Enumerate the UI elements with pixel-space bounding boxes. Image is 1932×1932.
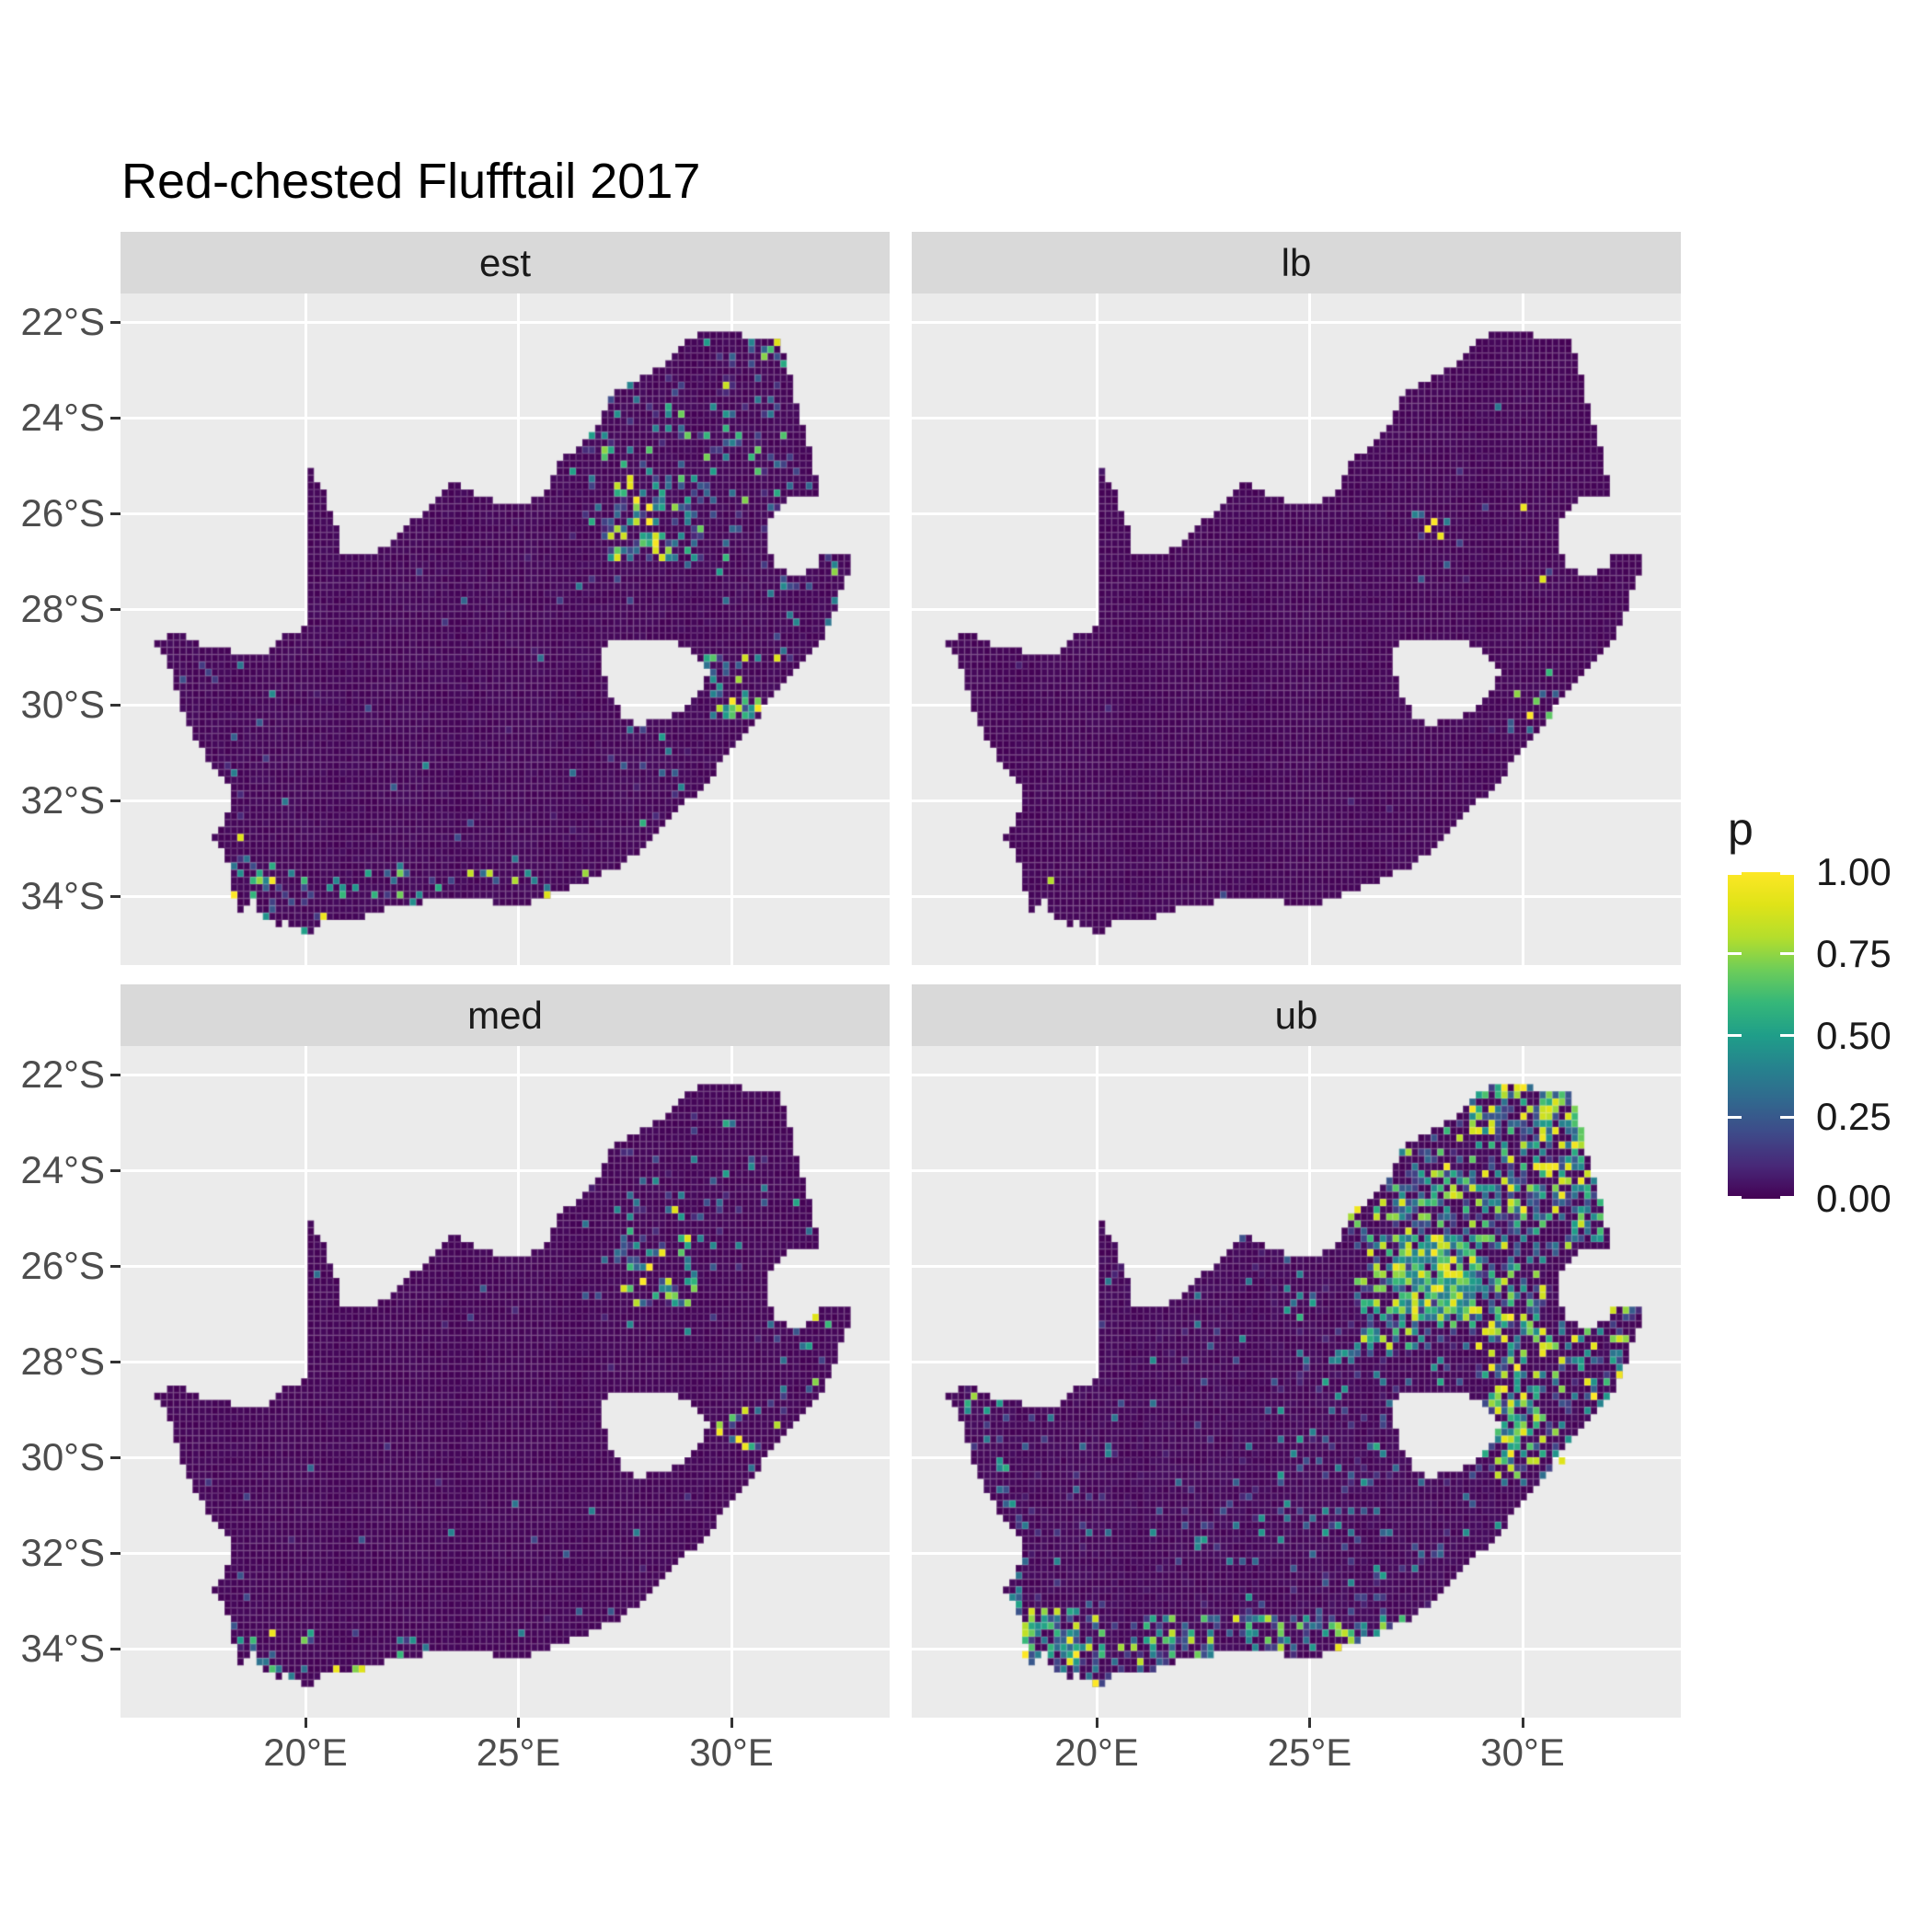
y-tick-label: 22°S	[20, 300, 105, 343]
facet-strip-lb: lb	[912, 232, 1681, 293]
y-tick-mark	[110, 1168, 121, 1172]
legend-tick-label: 1.00	[1816, 850, 1892, 893]
facet-strip-med: med	[121, 984, 890, 1046]
y-tick-mark	[110, 1264, 121, 1268]
y-tick-mark	[110, 512, 121, 515]
map-panel-ub	[912, 1046, 1681, 1718]
y-tick-mark	[110, 416, 121, 420]
map-raster-med	[121, 1046, 890, 1718]
legend-tick-mark	[1728, 1196, 1742, 1199]
legend-tick-mark	[1780, 1196, 1794, 1199]
y-tick-label: 26°S	[20, 491, 105, 535]
y-tick-label: 30°S	[20, 683, 105, 726]
legend-tick-label: 0.00	[1816, 1177, 1892, 1220]
y-tick-label: 28°S	[20, 587, 105, 630]
x-tick-label: 25°E	[476, 1731, 561, 1774]
y-tick-mark	[110, 1073, 121, 1076]
x-tick-mark	[730, 1718, 733, 1728]
y-tick-mark	[110, 1360, 121, 1363]
x-tick-label: 30°E	[689, 1731, 774, 1774]
facet-strip-ub: ub	[912, 984, 1681, 1046]
y-tick-label: 34°S	[20, 874, 105, 917]
x-tick-mark	[517, 1718, 520, 1728]
legend-tick-label: 0.25	[1816, 1095, 1892, 1139]
y-tick-label: 32°S	[20, 1531, 105, 1574]
x-tick-mark	[1521, 1718, 1524, 1728]
y-tick-label: 32°S	[20, 778, 105, 822]
legend-tick-mark	[1728, 952, 1742, 956]
x-tick-mark	[1095, 1718, 1098, 1728]
legend-tick-mark	[1728, 872, 1742, 875]
facet-strip-label-med: med	[467, 993, 543, 1037]
map-panel-lb	[912, 293, 1681, 965]
y-tick-label: 30°S	[20, 1435, 105, 1478]
legend-title: p	[1728, 803, 1754, 855]
plot-title: Red-chested Flufftail 2017	[121, 154, 701, 209]
y-tick-label: 24°S	[20, 1148, 105, 1191]
y-tick-mark	[110, 1551, 121, 1555]
y-tick-mark	[110, 320, 121, 324]
y-tick-mark	[110, 894, 121, 898]
x-tick-label: 30°E	[1480, 1731, 1565, 1774]
facet-strip-label-est: est	[478, 240, 532, 284]
facet-strip-label-ub: ub	[1274, 993, 1318, 1037]
y-tick-label: 22°S	[20, 1052, 105, 1096]
legend-tick-label: 0.50	[1816, 1013, 1892, 1057]
facet-strip-est: est	[121, 232, 890, 293]
legend-tick-mark	[1780, 872, 1794, 875]
x-tick-label: 25°E	[1267, 1731, 1352, 1774]
y-tick-label: 34°S	[20, 1627, 105, 1670]
y-tick-mark	[110, 607, 121, 611]
legend-tick-mark	[1728, 1034, 1742, 1037]
y-tick-mark	[110, 703, 121, 707]
legend-tick-label: 0.75	[1816, 931, 1892, 975]
map-panel-med	[121, 1046, 890, 1718]
y-tick-label: 24°S	[20, 396, 105, 439]
map-raster-ub	[912, 1046, 1681, 1718]
map-raster-est	[121, 293, 890, 965]
y-tick-mark	[110, 1647, 121, 1650]
legend-tick-mark	[1780, 952, 1794, 956]
x-tick-mark	[304, 1718, 307, 1728]
x-tick-mark	[1308, 1718, 1311, 1728]
map-panel-est	[121, 293, 890, 965]
y-tick-label: 28°S	[20, 1340, 105, 1383]
x-tick-label: 20°E	[1054, 1731, 1139, 1774]
y-tick-mark	[110, 799, 121, 802]
x-tick-label: 20°E	[263, 1731, 348, 1774]
legend-tick-mark	[1780, 1115, 1794, 1119]
map-raster-lb	[912, 293, 1681, 965]
y-tick-label: 26°S	[20, 1244, 105, 1287]
legend-tick-mark	[1728, 1115, 1742, 1119]
legend-tick-mark	[1780, 1034, 1794, 1037]
facet-strip-label-lb: lb	[1281, 240, 1312, 284]
y-tick-mark	[110, 1455, 121, 1459]
